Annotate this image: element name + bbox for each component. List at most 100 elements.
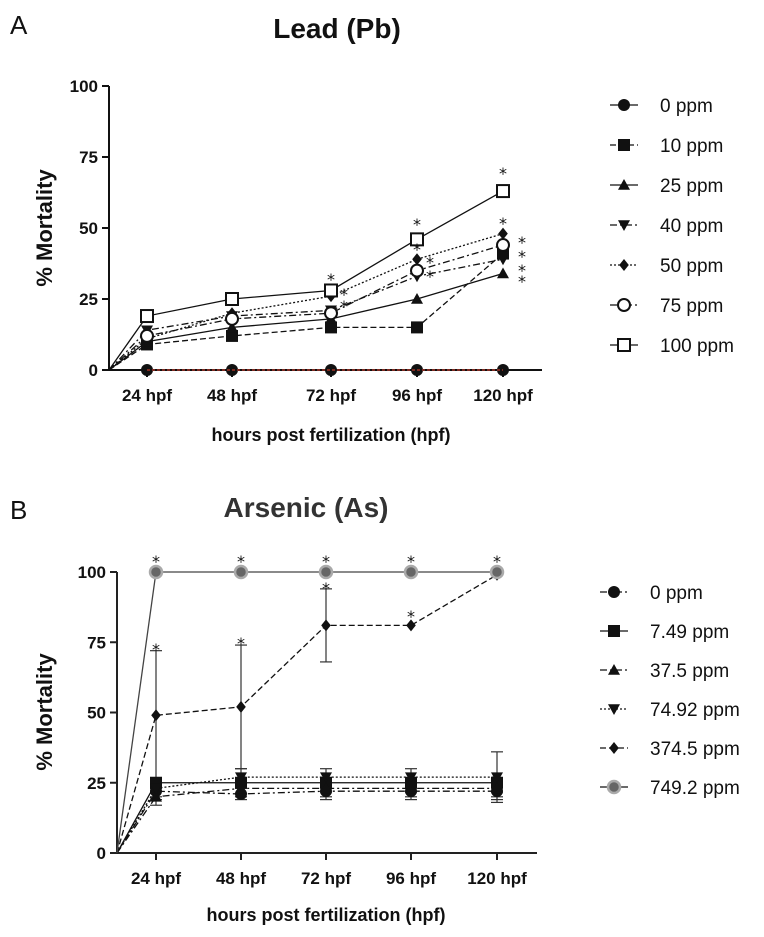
series-line-4	[116, 574, 498, 854]
data-point-5	[233, 564, 249, 580]
panel-a-xlabel: hours post fertilization (hpf)	[212, 425, 451, 445]
data-point-5	[489, 564, 505, 580]
data-point-5	[318, 564, 334, 580]
significance-star: *	[518, 261, 526, 280]
x-tick-label: 120 hpf	[473, 386, 533, 405]
significance-star: *	[426, 253, 434, 272]
x-tick-label: 48 hpf	[216, 869, 266, 888]
panel-b-letter: B	[10, 495, 27, 525]
data-point-2	[150, 790, 162, 802]
data-point-1	[226, 329, 238, 342]
y-tick-label: 0	[89, 361, 98, 380]
data-point-6	[324, 283, 338, 298]
significance-star: *	[518, 247, 526, 266]
significance-star: *	[407, 607, 415, 626]
legend-marker	[618, 99, 630, 111]
data-point-4	[236, 700, 246, 713]
y-tick-label: 50	[79, 219, 98, 238]
panel-a-letter: A	[10, 10, 28, 40]
y-tick-label: 75	[79, 148, 98, 167]
y-tick-label: 75	[87, 633, 106, 652]
panel-b: B Arsenic (As) 0 25 50 75 100 24 hpf 48 hpf 72 …	[10, 492, 740, 925]
data-point-5	[410, 263, 424, 278]
legend-marker	[608, 704, 620, 715]
series-line-4	[108, 233, 504, 371]
data-point-3	[497, 254, 509, 266]
significance-star: *	[340, 297, 348, 316]
y-tick-label: 100	[78, 563, 106, 582]
data-point-2	[226, 321, 238, 333]
data-point-3	[491, 772, 503, 784]
panel-a-title: Lead (Pb)	[273, 13, 401, 44]
data-point-3	[320, 772, 332, 784]
data-point-2	[405, 782, 417, 794]
y-tick-label: 0	[97, 844, 106, 863]
legend-label: 37.5 ppm	[650, 661, 729, 682]
series-line-5	[108, 244, 504, 371]
legend-marker	[608, 586, 620, 598]
significance-star: *	[518, 233, 526, 252]
legend-marker	[617, 298, 631, 312]
data-point-2	[235, 782, 247, 794]
panel-a-ylabel: % Mortality	[32, 169, 57, 287]
data-point-5	[324, 306, 338, 321]
x-tick-label: 120 hpf	[467, 869, 527, 888]
legend-label: 374.5 ppm	[650, 739, 740, 760]
data-point-6	[225, 292, 239, 306]
panel-b-title: Arsenic (As)	[224, 492, 389, 523]
data-point-3	[150, 783, 162, 795]
x-tick-label: 72 hpf	[306, 386, 356, 405]
y-tick-label: 25	[79, 290, 98, 309]
series-line-1	[108, 253, 504, 371]
data-point-2	[411, 293, 423, 304]
legend-label: 0 ppm	[660, 96, 713, 117]
data-point-0	[325, 364, 337, 376]
y-tick-label: 25	[87, 774, 106, 793]
significance-star: *	[322, 579, 330, 598]
x-tick-label: 48 hpf	[207, 386, 257, 405]
significance-star: *	[493, 552, 501, 571]
legend-label: 50 ppm	[660, 256, 723, 277]
data-point-6	[140, 309, 154, 324]
x-tick-label: 24 hpf	[131, 869, 181, 888]
panel-b-xlabel: hours post fertilization (hpf)	[207, 905, 446, 925]
significance-star: *	[413, 240, 421, 259]
significance-star: *	[413, 215, 421, 234]
y-tick-label: 50	[87, 704, 106, 723]
significance-star: *	[327, 270, 335, 289]
significance-star: *	[407, 552, 415, 571]
data-point-5	[148, 564, 164, 580]
data-point-6	[410, 232, 424, 247]
data-point-3	[405, 772, 417, 784]
series-line-5	[116, 571, 497, 854]
legend-marker	[609, 742, 619, 754]
panel-a-plot: 0 25 50 75 100 24 hpf 48 hpf 72 hpf 96 hpf 120 hp…	[70, 77, 542, 405]
series-line-2	[108, 272, 504, 371]
data-point-3	[235, 772, 247, 784]
series-line-0	[116, 790, 497, 854]
data-point-5	[403, 564, 419, 580]
significance-star: *	[322, 552, 330, 571]
data-point-2	[320, 782, 332, 794]
legend-marker	[619, 259, 629, 271]
legend-marker	[608, 625, 620, 637]
significance-star: *	[518, 272, 526, 291]
data-point-4	[406, 619, 416, 632]
significance-star: *	[237, 634, 245, 653]
data-point-2	[497, 267, 509, 279]
panel-a: A Lead (Pb) 0 25 50 75 100 24 hpf 48 hpf 72 hpf…	[10, 10, 734, 445]
legend-label: 75 ppm	[660, 296, 723, 317]
data-point-5	[496, 238, 510, 253]
data-point-1	[325, 321, 337, 334]
series-line-3	[116, 776, 497, 854]
panel-b-plot: 0 25 50 75 100 24 hpf 48 hpf 72 hpf 96 hpf 120 hp…	[78, 552, 537, 888]
legend-label: 10 ppm	[660, 136, 723, 157]
x-tick-label: 72 hpf	[301, 869, 351, 888]
data-point-2	[491, 782, 503, 794]
significance-star: *	[152, 640, 160, 659]
significance-star: *	[426, 267, 434, 286]
significance-star: *	[237, 552, 245, 571]
data-point-4	[151, 709, 161, 722]
legend-label: 0 ppm	[650, 583, 703, 604]
series-line-6	[108, 190, 504, 371]
